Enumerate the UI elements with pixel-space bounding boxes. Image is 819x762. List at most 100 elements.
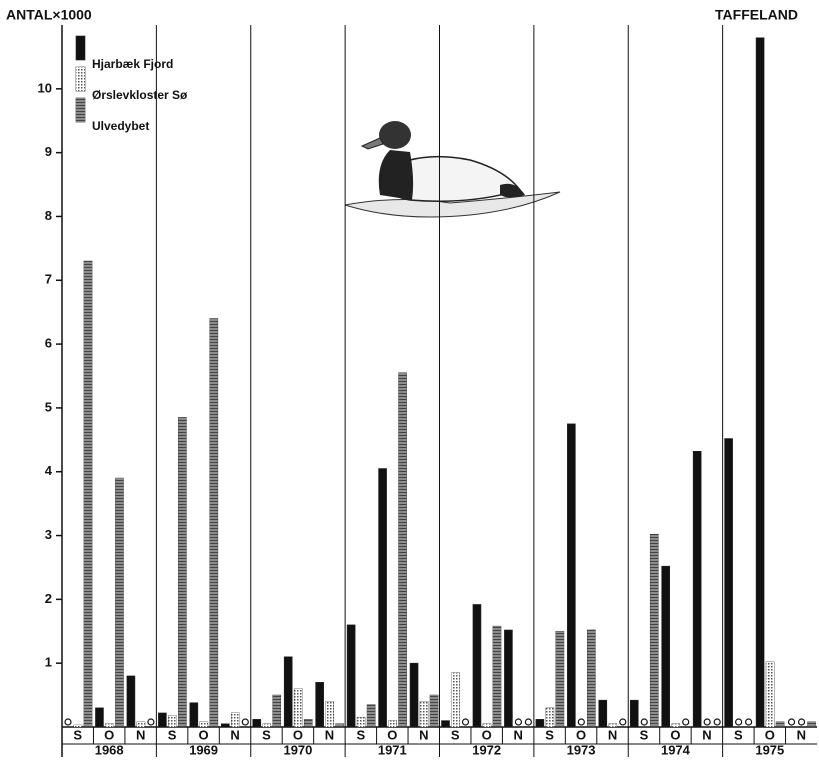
bar <box>429 694 439 728</box>
x-tick-label: N <box>702 727 711 742</box>
x-tick-label: N <box>136 727 145 742</box>
zero-marker <box>524 718 533 726</box>
bar <box>230 712 240 728</box>
bar <box>262 723 272 728</box>
legend-label: Ørslevkloster Sø <box>92 88 188 102</box>
bar <box>199 721 209 728</box>
x-tick-label: S <box>734 727 743 742</box>
bar <box>535 719 545 728</box>
y-tick-label: 10 <box>38 80 52 95</box>
zero-marker <box>713 718 721 726</box>
year-label: 1974 <box>661 742 691 757</box>
bar <box>671 723 681 728</box>
bar <box>555 630 565 728</box>
bar <box>419 701 429 728</box>
bar <box>755 37 765 728</box>
x-tick-label: N <box>230 727 239 742</box>
bar <box>649 533 659 728</box>
y-tick-label: 9 <box>45 144 52 159</box>
x-tick-label: N <box>419 727 428 742</box>
zero-marker <box>787 718 796 726</box>
bar <box>315 682 324 728</box>
x-tick-label: S <box>357 727 366 742</box>
bar <box>451 672 460 728</box>
bar <box>587 629 596 728</box>
legend-texture <box>76 98 85 122</box>
legend: Hjarbæk Fjord Ørslevkloster Sø Ulvedybet <box>75 35 188 133</box>
bar <box>115 477 124 728</box>
bar <box>629 699 639 728</box>
x-tick-label: S <box>640 727 649 742</box>
bar <box>504 629 513 728</box>
year-label: 1972 <box>472 742 501 757</box>
y-tick-label: 1 <box>45 655 52 670</box>
bar <box>95 707 104 728</box>
bar <box>775 721 785 728</box>
bar <box>441 720 450 728</box>
bar <box>409 662 419 728</box>
x-tick-label: O <box>670 727 680 742</box>
bar <box>378 468 387 728</box>
y-tick-label: 4 <box>45 463 53 478</box>
bar <box>482 723 492 728</box>
bar <box>136 721 146 728</box>
bar <box>168 715 177 728</box>
bar <box>492 625 502 728</box>
y-tick-label: 2 <box>45 591 52 606</box>
bar <box>220 723 230 728</box>
y-tick-label: 3 <box>45 527 52 542</box>
duck <box>344 121 561 218</box>
x-tick-label: N <box>513 727 522 742</box>
x-tick-label: O <box>576 727 586 742</box>
bar <box>472 604 482 728</box>
bar <box>126 675 136 728</box>
bar <box>325 701 334 728</box>
x-tick-label: S <box>262 727 271 742</box>
year-label: 1970 <box>283 742 312 757</box>
bar <box>346 624 356 728</box>
y-tick-label: 7 <box>45 272 52 287</box>
bar <box>692 451 702 728</box>
legend-label: Hjarbæk Fjord <box>92 57 173 71</box>
chart-subtitle: TAFFELAND <box>715 7 798 23</box>
zero-marker <box>577 718 585 726</box>
bar <box>73 724 83 728</box>
year-label: 1973 <box>567 742 596 757</box>
y-tick-label: 6 <box>45 336 52 351</box>
year-label: 1971 <box>378 742 407 757</box>
x-tick-label: S <box>451 727 460 742</box>
x-tick-label: O <box>199 727 209 742</box>
zero-marker <box>461 718 470 726</box>
x-tick-label: O <box>482 727 492 742</box>
bar <box>158 712 167 728</box>
bar <box>283 656 293 728</box>
y-tick-label: 8 <box>45 208 52 223</box>
bar <box>293 688 303 728</box>
bar <box>765 661 775 728</box>
zero-marker <box>682 718 690 726</box>
bar <box>335 723 344 728</box>
zero-marker <box>147 718 155 726</box>
x-tick-label: O <box>104 727 114 742</box>
x-tick-label: O <box>387 727 397 742</box>
year-label: 1969 <box>189 742 218 757</box>
legend-texture <box>76 67 85 91</box>
bar <box>105 723 114 728</box>
y-tick-label: 5 <box>45 399 52 414</box>
x-tick-label: S <box>545 727 554 742</box>
bar <box>272 694 282 728</box>
zero-marker <box>64 718 72 726</box>
zero-marker <box>640 718 648 726</box>
bar <box>189 702 199 728</box>
legend-label: Ulvedybet <box>92 119 149 133</box>
zero-marker <box>735 718 743 726</box>
zero-marker <box>241 718 249 726</box>
chart-title: ANTAL×1000 <box>6 7 92 23</box>
x-tick-label: N <box>608 727 617 742</box>
bar <box>724 438 733 728</box>
bar <box>252 719 262 728</box>
bar <box>388 720 397 728</box>
zero-marker <box>745 718 753 726</box>
bar <box>567 423 576 728</box>
